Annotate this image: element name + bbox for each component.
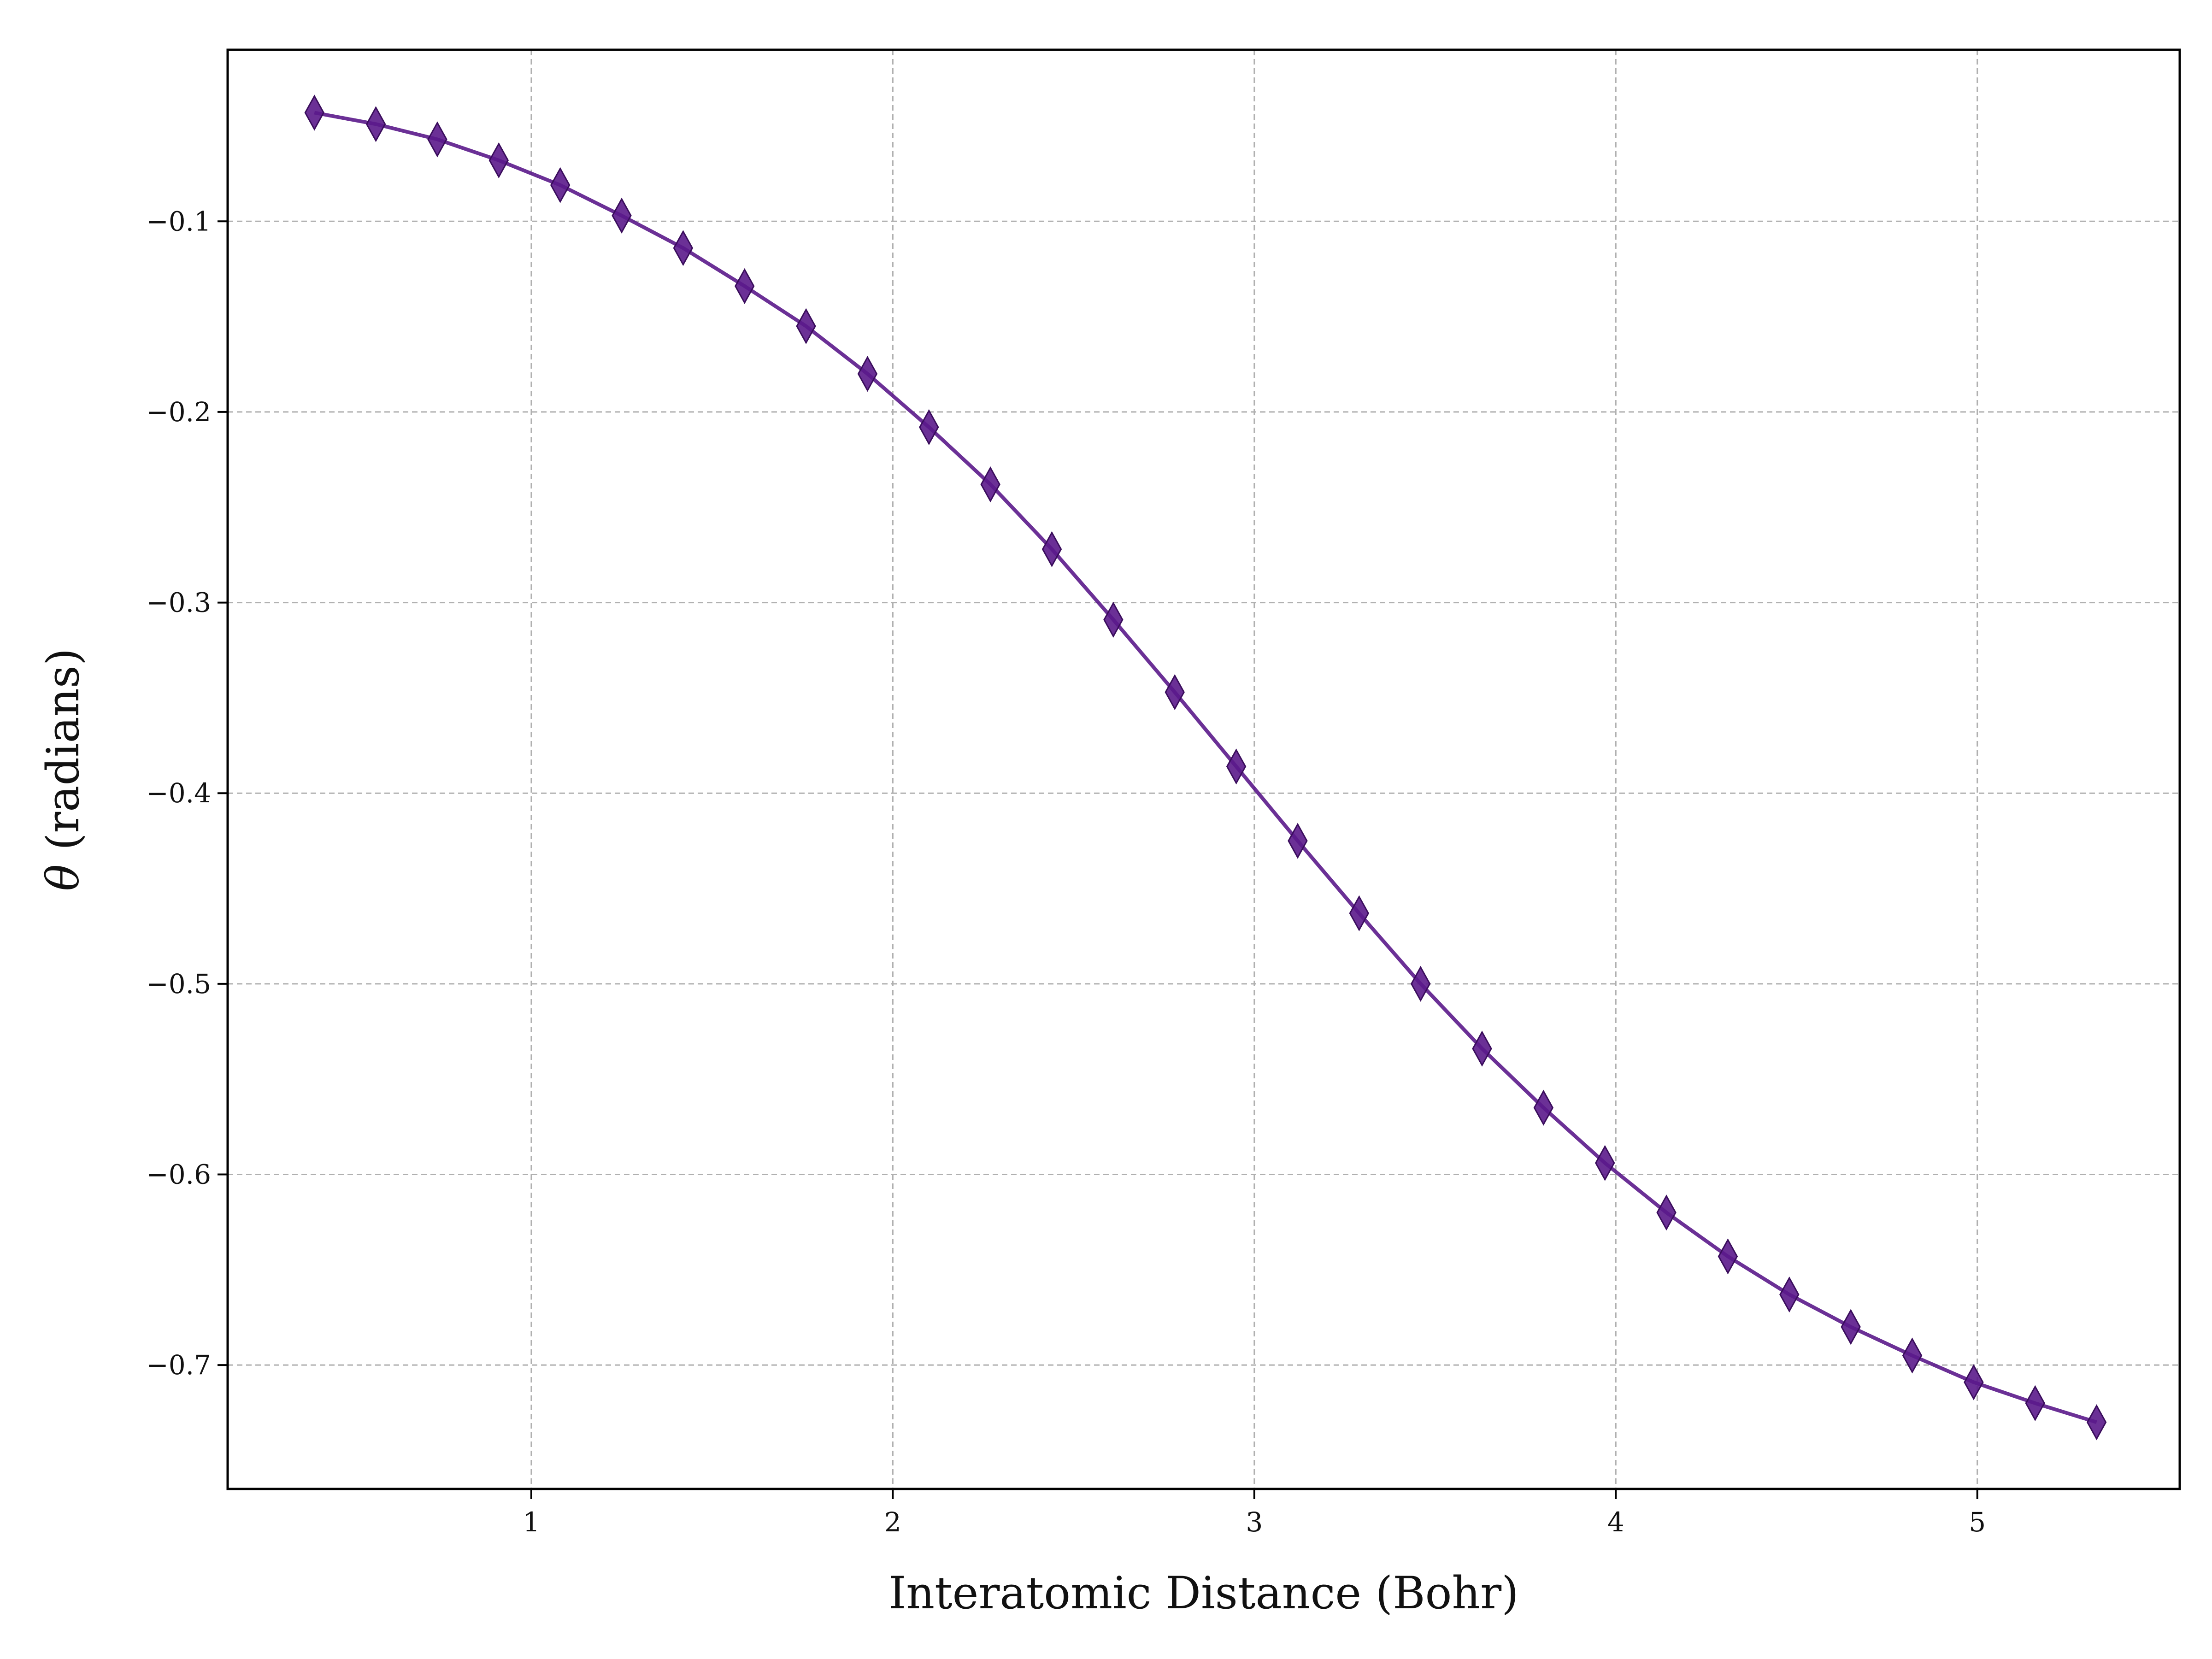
x-axis-label: Interatomic Distance (Bohr) [888, 1567, 1518, 1619]
data-point-marker [1779, 1276, 1800, 1313]
data-point-marker [1103, 601, 1124, 638]
data-point-marker [1656, 1194, 1677, 1231]
data-point-marker [919, 409, 939, 446]
data-point-marker [1410, 965, 1431, 1002]
series-line [314, 111, 2097, 1424]
y-tick-label: −0.6 [146, 1159, 211, 1190]
y-axis-label-symbol: θ [37, 865, 89, 891]
data-point-marker [2086, 1404, 2107, 1441]
y-tick-label: −0.1 [146, 206, 211, 237]
data-point-marker [1841, 1309, 1861, 1345]
x-tick-label: 1 [523, 1506, 540, 1538]
data-point-marker [550, 167, 571, 203]
y-tick-label: −0.5 [146, 968, 211, 1000]
data-point-marker [796, 308, 816, 344]
data-point-marker [488, 142, 509, 179]
y-tick-label: −0.4 [146, 777, 211, 809]
x-tick-label: 2 [884, 1506, 901, 1538]
data-point-marker [673, 230, 694, 266]
data-point-marker [735, 268, 755, 305]
x-tick-label: 5 [1969, 1506, 1986, 1538]
y-tick-label: −0.3 [146, 587, 211, 618]
data-point-marker [980, 466, 1000, 503]
x-tick-label: 3 [1246, 1506, 1263, 1538]
y-axis-label-text: (radians) [37, 648, 89, 851]
data-point-marker [1165, 674, 1185, 711]
data-point-marker [427, 121, 447, 158]
data-point-marker [1472, 1030, 1492, 1067]
data-point-marker [1226, 748, 1247, 785]
data-point-marker [857, 356, 878, 392]
data-point-marker [1349, 895, 1370, 931]
data-point-marker [365, 106, 386, 142]
y-axis-label: θ (radians) [37, 648, 89, 891]
data-point-marker [1718, 1238, 1738, 1275]
data-point-marker [1041, 531, 1062, 567]
data-point-marker [1964, 1364, 1984, 1400]
x-axis: 1 2 3 4 5 [523, 1489, 1986, 1538]
data-point-marker [1595, 1145, 1615, 1181]
y-axis: −0.1 −0.2 −0.3 −0.4 −0.5 −0.6 −0.7 [146, 206, 228, 1381]
data-point-marker [2025, 1385, 2045, 1421]
data-point-marker [1288, 823, 1308, 859]
data-point-marker [304, 94, 324, 131]
plot-frame [226, 48, 2181, 1490]
data-point-marker [612, 197, 632, 234]
data-point-marker [1902, 1337, 1923, 1374]
grid [228, 50, 2180, 1489]
y-tick-label: −0.2 [146, 396, 211, 428]
y-tick-label: −0.7 [146, 1349, 211, 1381]
series-layer [304, 94, 2107, 1441]
x-tick-label: 4 [1607, 1506, 1624, 1538]
data-point-marker [1533, 1089, 1554, 1126]
